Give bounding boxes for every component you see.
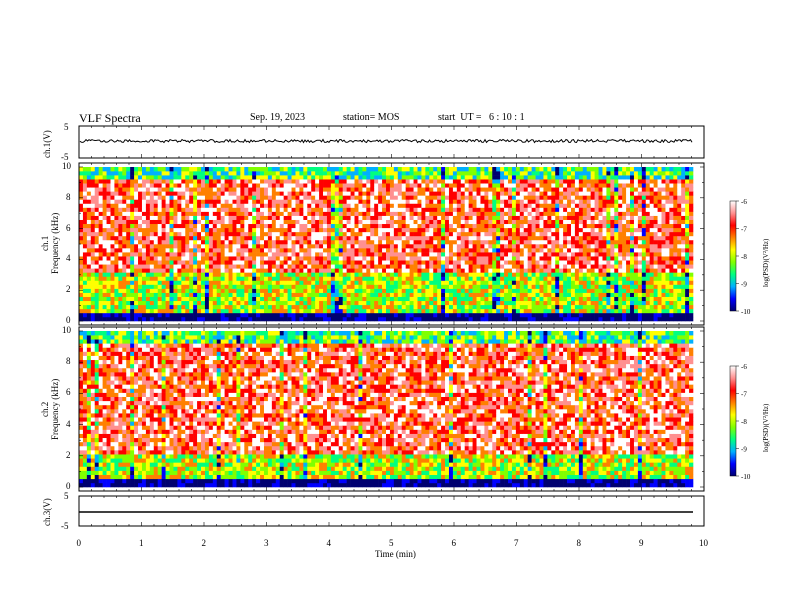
ch1-colorbar: -6 -7 -8 -9 -10 bbox=[729, 198, 751, 316]
ch1-ytick-bottom: -5 bbox=[61, 152, 69, 162]
time-tick-label: 1 bbox=[139, 538, 144, 548]
time-tick-label: 8 bbox=[576, 538, 582, 548]
ch2-spectrogram bbox=[79, 331, 694, 488]
ch3-waveform-ylabel: ch.3(V) bbox=[42, 498, 52, 526]
time-tick-label: 2 bbox=[201, 538, 207, 548]
time-tick-label: 4 bbox=[326, 538, 332, 548]
freq-tick-label: 4 bbox=[66, 253, 71, 264]
colorbar-scale bbox=[729, 200, 737, 312]
x-axis-label: Time (min) bbox=[375, 549, 416, 559]
colorbar-tick-label: -6 bbox=[741, 363, 747, 371]
ch2-colorbar-label: log(PSD)(V²/Hz) bbox=[762, 403, 770, 452]
ch1-spectrogram-ylabel: ch.1 Frequency (kHz) bbox=[40, 212, 60, 274]
time-tick-label: 5 bbox=[389, 538, 394, 548]
freq-tick-label: 4 bbox=[66, 418, 71, 429]
ch1-trace bbox=[79, 138, 693, 144]
freq-tick-label: 2 bbox=[66, 449, 71, 460]
ch3-ytick-bottom: -5 bbox=[61, 521, 69, 531]
freq-tick-label: 6 bbox=[66, 387, 71, 398]
panel-frames bbox=[78, 125, 705, 527]
ch3-ytick-top: 5 bbox=[64, 491, 69, 501]
ch2-spectrogram-ylabel: ch.2 Frequency (kHz) bbox=[40, 378, 60, 440]
freq-tick-label: 6 bbox=[66, 222, 71, 233]
time-tick-label: 6 bbox=[451, 538, 457, 548]
freq-tick-label: 10 bbox=[62, 161, 71, 171]
start-time-label: start UT = 6 : 10 : 1 bbox=[438, 112, 525, 123]
ch1-spectrogram bbox=[79, 167, 694, 322]
colorbar-tick-label: -9 bbox=[741, 446, 747, 454]
colorbar-tick-label: -10 bbox=[741, 308, 751, 316]
time-tick-label: 7 bbox=[514, 538, 519, 548]
time-tick-label: 9 bbox=[639, 538, 644, 548]
ch2-colorbar: -6 -7 -8 -9 -10 bbox=[729, 363, 751, 481]
chart-title: VLF Spectra bbox=[79, 111, 141, 125]
ch1-waveform-ylabel: ch.1(V) bbox=[42, 130, 52, 158]
colorbar-tick-label: -8 bbox=[741, 253, 747, 261]
colorbar-tick-label: -6 bbox=[741, 198, 747, 206]
ch1-ytick-top: 5 bbox=[64, 122, 69, 132]
colorbar-tick-label: -8 bbox=[741, 418, 747, 426]
freq-tick-label: 0 bbox=[66, 481, 71, 491]
ch1-colorbar-label: log(PSD)(V²/Hz) bbox=[762, 238, 770, 287]
colorbar-scale bbox=[729, 365, 737, 477]
time-tick-label: 0 bbox=[76, 538, 82, 548]
colorbar-tick-label: -10 bbox=[741, 473, 751, 481]
panel-frame bbox=[78, 495, 705, 527]
ch1-waveform bbox=[79, 138, 693, 144]
colorbar-tick-label: -7 bbox=[741, 226, 747, 234]
station-label: station= MOS bbox=[343, 112, 400, 123]
freq-tick-label: 2 bbox=[66, 284, 71, 295]
time-tick-label: 3 bbox=[264, 538, 269, 548]
colorbar-tick-label: -7 bbox=[741, 391, 747, 399]
freq-tick-label: 0 bbox=[66, 315, 71, 325]
freq-tick-label: 10 bbox=[62, 325, 71, 335]
freq-tick-label: 8 bbox=[66, 191, 71, 202]
colorbar-tick-label: -9 bbox=[741, 281, 747, 289]
date-label: Sep. 19, 2023 bbox=[250, 112, 305, 123]
freq-tick-label: 8 bbox=[66, 356, 71, 367]
time-tick-label: 10 bbox=[699, 538, 708, 548]
